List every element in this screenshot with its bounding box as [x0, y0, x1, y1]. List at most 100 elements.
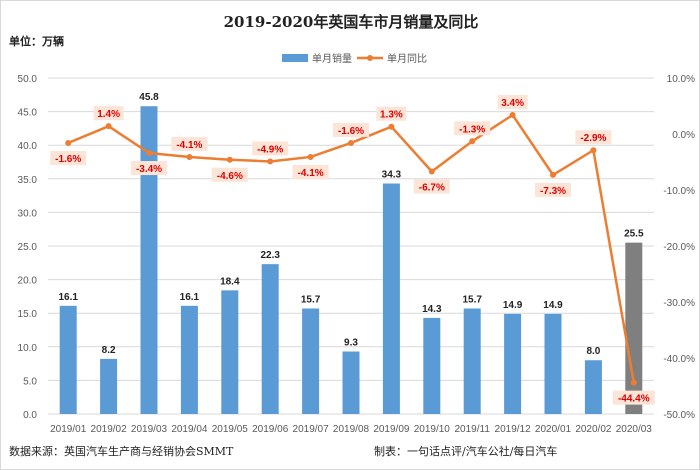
line-label-bg — [292, 164, 329, 179]
line-point — [630, 379, 637, 386]
legend-bar-swatch — [282, 54, 308, 62]
x-axis-tick: 2019/11 — [454, 424, 490, 435]
x-axis-tick: 2020/01 — [535, 424, 572, 435]
left-axis-tick: 0.0 — [23, 410, 37, 421]
legend-line-marker — [367, 55, 373, 61]
bar — [140, 106, 158, 414]
bar — [302, 308, 320, 414]
line-value-label: -7.3% — [540, 186, 566, 197]
line-value-label: 3.4% — [501, 98, 524, 109]
x-axis-tick: 2020/02 — [575, 424, 612, 435]
bar — [261, 264, 279, 414]
line-label-bg — [93, 106, 124, 121]
left-axis-tick: 20.0 — [18, 276, 38, 287]
bar-value-label: 14.9 — [543, 300, 563, 311]
line-value-label: -1.3% — [459, 124, 485, 135]
source-note: 数据来源：英国汽车生产商与经销协会SMMT — [9, 445, 234, 458]
bar — [180, 305, 198, 414]
line-point — [550, 171, 556, 178]
line-point — [469, 138, 476, 145]
line-label-bg — [413, 179, 450, 194]
chart-svg: 0.0 5.0 10.0 15.0 20.0 25.0 30.0 35.0 40.0 45.0 50… — [18, 52, 696, 435]
x-axis-tick: 2019/04 — [171, 424, 208, 435]
x-axis-tick: 2019/09 — [373, 424, 410, 435]
bar — [504, 313, 522, 414]
x-axis-tick: 2019/06 — [252, 424, 289, 435]
bar — [100, 358, 118, 414]
line-label-bg — [171, 136, 208, 151]
bar-value-label: 16.1 — [58, 292, 78, 303]
x-axis-tick: 2019/08 — [333, 424, 370, 435]
line-value-label: 1.4% — [97, 109, 120, 120]
line-label-bg — [211, 167, 248, 182]
line-point — [105, 123, 112, 130]
line-point — [307, 153, 314, 160]
bar — [382, 183, 400, 414]
right-axis-tick: -50.0% — [663, 410, 695, 421]
bar-value-label: 45.8 — [139, 92, 159, 103]
bar — [463, 308, 481, 414]
line-point — [428, 168, 435, 175]
x-axis-tick: 2019/10 — [414, 424, 451, 435]
bar-value-label: 8.2 — [102, 345, 116, 356]
bar-value-label: 15.7 — [462, 294, 482, 305]
line-label-bg — [535, 182, 571, 197]
bar-value-label: 18.4 — [220, 276, 240, 287]
line-point — [267, 158, 274, 165]
line-point — [509, 111, 516, 118]
credit-note: 制表：一句话点评/汽车公社/每日汽车 — [374, 445, 558, 458]
x-axis-tick: 2019/05 — [212, 424, 249, 435]
bar-value-label: 34.3 — [382, 170, 402, 181]
line-label-bg — [575, 130, 612, 145]
line-label-bg — [376, 106, 407, 121]
line-label-bg — [454, 121, 491, 136]
right-axis-tick: -30.0% — [663, 298, 695, 309]
right-axis-tick: 10.0% — [667, 74, 695, 85]
x-axis-tick: 2019/12 — [495, 424, 532, 435]
left-axis-tick: 5.0 — [23, 376, 37, 387]
x-axis-tick: 2019/01 — [50, 424, 87, 435]
left-axis-tick: 45.0 — [18, 108, 38, 119]
right-axis-tick: -10.0% — [663, 186, 695, 197]
bar-value-label: 14.3 — [422, 304, 442, 315]
bar — [584, 360, 602, 414]
line-value-label: -2.9% — [580, 133, 606, 144]
x-axis-tick: 2020/03 — [616, 424, 653, 435]
right-axis-tick: -20.0% — [663, 242, 695, 253]
line-point — [186, 153, 193, 160]
bar-value-label: 15.7 — [301, 294, 321, 305]
line-point — [226, 156, 233, 163]
bar — [59, 305, 77, 414]
line-label-bg — [50, 150, 87, 165]
bar — [342, 351, 360, 414]
bar-value-label: 16.1 — [180, 292, 200, 303]
line-label-bg — [333, 122, 369, 137]
line-point — [388, 123, 395, 130]
chart-title: 2019-2020年英国车市月销量及同比 — [223, 13, 479, 31]
line-value-label: -4.6% — [217, 171, 243, 182]
bar-value-label: 9.3 — [344, 338, 358, 349]
line-point — [146, 150, 152, 157]
bar — [423, 317, 441, 414]
left-axis-tick: 25.0 — [18, 242, 38, 253]
legend-line-label: 单月同比 — [387, 53, 427, 65]
unit-label: 单位：万辆 — [9, 35, 64, 48]
left-axis-tick: 40.0 — [18, 141, 38, 152]
line-label-bg — [252, 141, 289, 156]
line-label-bg — [497, 94, 528, 109]
bar-value-label: 22.3 — [260, 250, 280, 261]
line-point — [348, 139, 354, 146]
line-label-bg — [131, 161, 167, 176]
line-value-label: -1.6% — [338, 126, 364, 137]
line-value-label: -44.4% — [618, 394, 650, 405]
line-value-label: -4.1% — [298, 168, 324, 179]
line-value-label: 1.3% — [380, 110, 403, 121]
left-axis-tick: 15.0 — [18, 309, 38, 320]
bar — [544, 313, 562, 414]
bar-value-label: 8.0 — [586, 346, 600, 357]
right-axis-tick: 0.0% — [672, 130, 695, 141]
left-axis-tick: 30.0 — [18, 208, 38, 219]
line-point — [590, 147, 597, 154]
right-axis-tick: -40.0% — [663, 354, 695, 365]
